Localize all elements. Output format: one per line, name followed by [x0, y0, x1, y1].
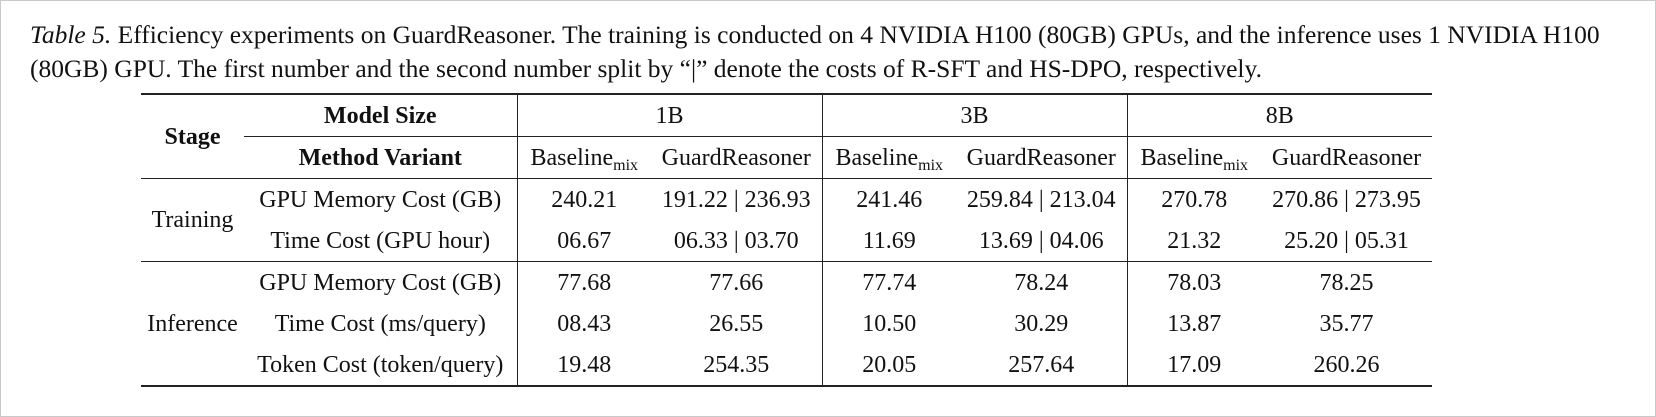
table-cell: 13.69 | 04.06 [978, 227, 1104, 254]
metric-label: GPU Memory Cost (GB) [244, 261, 517, 303]
table-cell: 25.20 | 05.31 [1284, 227, 1409, 254]
table-cell: 78.25 [1261, 261, 1432, 303]
variant-guardreasoner-8b: GuardReasoner [1271, 144, 1422, 171]
table-cell: 254.35 [651, 344, 822, 387]
size-header-3b: 3B [821, 93, 1127, 137]
table-cell: 10.50 [821, 303, 956, 344]
metric-label: GPU Memory Cost (GB) [244, 178, 517, 220]
table-row: Training GPU Memory Cost (GB) 240.21 191… [141, 178, 1432, 262]
caption-text: Efficiency experiments on GuardReasoner.… [30, 20, 1600, 83]
size-header-1b: 1B [516, 93, 822, 137]
variant-baseline-3b: Baselinemix [821, 136, 956, 179]
table-cell: 08.43 [516, 303, 651, 344]
table-row: Time Cost (GPU hour) 06.67 06.33 | 03.70… [141, 220, 1432, 262]
table-cell: 191.22 | 236.93 [651, 178, 822, 220]
table-cell: 13.87 [1126, 303, 1261, 344]
table-cell: 78.24 [956, 261, 1127, 303]
table-cell: 77.68 [516, 261, 651, 303]
table-cell: 77.74 [821, 261, 956, 303]
table-cell: 26.55 [709, 310, 764, 337]
table-cell: 257.64 [956, 344, 1127, 387]
metric-label: Time Cost (GPU hour) [270, 227, 491, 254]
table-cell: 270.86 | 273.95 [1261, 178, 1432, 220]
table-cell: 270.78 [1126, 178, 1261, 220]
efficiency-table: Stage Model Size 1B 3B 8B Method Variant… [141, 93, 1432, 387]
variant-baseline-1b: Baselinemix [516, 136, 651, 179]
table-cell: 259.84 | 213.04 [956, 178, 1127, 220]
table-cell: 21.32 [1126, 220, 1261, 262]
table-cell: 20.05 [821, 344, 956, 387]
table-row: Time Cost (ms/query) 08.43 26.55 10.50 3… [141, 303, 1432, 344]
table-cell: 06.33 | 03.70 [673, 227, 799, 254]
method-variant-header: Method Variant [298, 144, 462, 171]
table-cell: 19.48 [516, 344, 651, 387]
table-cell: 06.67 [516, 220, 651, 262]
metric-label: Token Cost (token/query) [244, 344, 517, 387]
caption-label: Table 5. [30, 20, 112, 49]
table-cell: 260.26 [1261, 344, 1432, 387]
stage-inference: Inference [141, 261, 244, 387]
table-row: Token Cost (token/query) 19.48 254.35 20… [141, 344, 1432, 387]
table-cell: 241.46 [821, 178, 956, 220]
stage-header: Stage [141, 93, 244, 179]
variant-guardreasoner-3b: GuardReasoner [966, 144, 1116, 171]
table-cell: 240.21 [516, 178, 651, 220]
variant-guardreasoner-1b: GuardReasoner [661, 144, 811, 171]
variant-baseline-8b: Baselinemix [1126, 136, 1261, 179]
metric-label: Time Cost (ms/query) [274, 310, 486, 337]
table-cell: 77.66 [651, 261, 822, 303]
table-cell: 35.77 [1319, 310, 1374, 337]
table-cell: 78.03 [1126, 261, 1261, 303]
stage-training: Training [141, 178, 244, 262]
table-caption: Table 5. Efficiency experiments on Guard… [30, 18, 1635, 86]
table-cell: 17.09 [1126, 344, 1261, 387]
size-header-8b: 8B [1126, 93, 1432, 137]
table-cell: 30.29 [1014, 310, 1069, 337]
table-cell: 11.69 [821, 220, 956, 262]
model-size-header: Model Size [244, 93, 517, 137]
table-row: Inference GPU Memory Cost (GB) 77.68 77.… [141, 261, 1432, 387]
